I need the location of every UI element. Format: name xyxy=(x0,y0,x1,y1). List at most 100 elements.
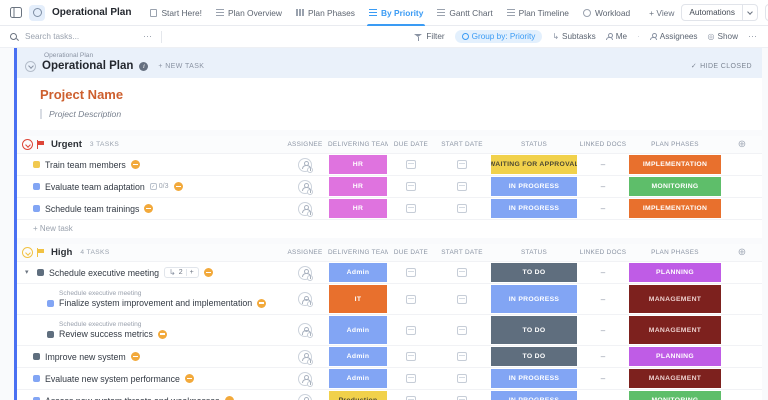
info-icon[interactable]: i xyxy=(139,61,149,71)
plan-phase-tag[interactable]: IMPLEMENTATION xyxy=(628,154,722,175)
tab-plan-timeline[interactable]: Plan Timeline xyxy=(500,0,576,26)
due-date-icon[interactable] xyxy=(406,294,416,304)
subtasks-button[interactable]: Subtasks xyxy=(552,32,596,41)
task-name[interactable]: Train team members xyxy=(45,159,126,170)
assignee-empty-icon[interactable] xyxy=(298,201,313,217)
linked-docs-cell[interactable]: – xyxy=(601,396,605,400)
task-name[interactable]: Review success metrics xyxy=(59,329,153,339)
status-square[interactable] xyxy=(33,161,40,168)
subtask-row[interactable]: Schedule executive meeting Review succes… xyxy=(17,314,762,345)
minus-circle-icon[interactable] xyxy=(144,204,154,213)
delivering-team-tag[interactable]: HR xyxy=(328,176,388,197)
status-tag[interactable]: IN PROGRESS xyxy=(490,390,578,400)
start-date-icon[interactable] xyxy=(457,352,467,361)
plan-phase-tag[interactable]: MANAGEMENT xyxy=(628,315,722,345)
share-button[interactable]: Share xyxy=(764,4,768,21)
due-date-icon[interactable] xyxy=(406,204,416,213)
search-more-icon[interactable]: ⋯ xyxy=(143,31,153,41)
tab-plan-overview[interactable]: Plan Overview xyxy=(209,0,289,26)
collapse-list-icon[interactable] xyxy=(25,60,36,72)
delivering-team-tag[interactable]: Admin xyxy=(328,262,388,283)
assignee-empty-icon[interactable] xyxy=(298,323,313,338)
status-tag[interactable]: IN PROGRESS xyxy=(490,284,578,314)
minus-circle-icon[interactable] xyxy=(130,352,140,361)
task-name[interactable]: Finalize system improvement and implemen… xyxy=(59,298,253,308)
status-square[interactable] xyxy=(33,353,40,360)
task-name[interactable]: Assess new system threats and weaknesses xyxy=(45,396,220,400)
task-name[interactable]: Evaluate team adaptation xyxy=(45,181,145,192)
assignee-empty-icon[interactable] xyxy=(298,349,313,365)
checklist-badge[interactable]: 0/3 xyxy=(149,183,169,190)
task-row[interactable]: Assess new system threats and weaknesses… xyxy=(17,389,762,400)
due-date-icon[interactable] xyxy=(406,325,416,335)
assignee-empty-icon[interactable] xyxy=(298,179,313,195)
minus-circle-icon[interactable] xyxy=(203,268,213,277)
plan-phase-tag[interactable]: MANAGEMENT xyxy=(628,368,722,389)
linked-docs-cell[interactable]: – xyxy=(600,352,606,361)
subtask-count-badge[interactable]: 2 + xyxy=(164,267,199,278)
task-row[interactable]: Schedule team trainings HR IN PROGRESS –… xyxy=(17,197,762,219)
task-name[interactable]: Improve new system xyxy=(45,351,126,362)
minus-circle-icon[interactable] xyxy=(157,329,167,339)
toolbar-more-icon[interactable]: ⋯ xyxy=(748,31,758,41)
delivering-team-tag[interactable]: IT xyxy=(328,284,388,314)
automations-button[interactable]: Automations xyxy=(681,4,758,21)
minus-circle-icon[interactable] xyxy=(130,160,140,169)
assignee-empty-icon[interactable] xyxy=(298,393,312,400)
due-date-icon[interactable] xyxy=(406,268,416,277)
task-row[interactable]: Improve new system Admin TO DO – PLANNIN… xyxy=(17,345,762,367)
hide-closed-toggle[interactable]: HIDE CLOSED xyxy=(691,62,752,70)
plan-phase-tag[interactable]: MONITORING xyxy=(628,176,722,197)
status-tag[interactable]: TO DO xyxy=(490,315,578,345)
status-tag[interactable]: WAITING FOR APPROVAL xyxy=(490,154,578,175)
task-row[interactable]: Train team members HR WAITING FOR APPROV… xyxy=(17,153,762,175)
assignee-empty-icon[interactable] xyxy=(298,371,313,387)
status-square[interactable] xyxy=(33,205,40,212)
minus-circle-icon[interactable] xyxy=(257,298,267,308)
add-column-icon[interactable] xyxy=(722,140,762,150)
task-row[interactable]: Schedule executive meeting 2 + Admin TO … xyxy=(17,261,762,283)
breadcrumb[interactable]: Operational Plan xyxy=(44,52,94,59)
parent-task-breadcrumb[interactable]: Schedule executive meeting xyxy=(59,290,142,297)
add-view-button[interactable]: + View xyxy=(649,7,675,18)
linked-docs-cell[interactable]: – xyxy=(600,325,606,335)
status-square[interactable] xyxy=(33,397,40,400)
delivering-team-tag[interactable]: HR xyxy=(328,198,388,219)
start-date-icon[interactable] xyxy=(457,325,467,335)
delivering-team-tag[interactable]: Admin xyxy=(328,368,388,389)
due-date-icon[interactable] xyxy=(406,352,416,361)
tab-plan-phases[interactable]: Plan Phases xyxy=(289,0,362,26)
status-tag[interactable]: IN PROGRESS xyxy=(490,176,578,197)
assignee-empty-icon[interactable] xyxy=(298,157,313,173)
expand-caret-icon[interactable] xyxy=(25,269,32,276)
task-name[interactable]: Evaluate new system performance xyxy=(45,373,180,384)
automations-label[interactable]: Automations xyxy=(689,8,735,17)
due-date-icon[interactable] xyxy=(406,160,416,169)
subtask-row[interactable]: Schedule executive meeting Finalize syst… xyxy=(17,283,762,314)
minus-circle-icon[interactable] xyxy=(184,374,194,383)
search-input[interactable] xyxy=(25,32,135,41)
minus-circle-icon[interactable] xyxy=(224,396,234,400)
start-date-icon[interactable] xyxy=(457,268,467,277)
automations-dropdown[interactable] xyxy=(741,5,757,20)
project-description[interactable]: Project Description xyxy=(40,109,752,119)
parent-task-breadcrumb[interactable]: Schedule executive meeting xyxy=(59,321,142,328)
linked-docs-cell[interactable]: – xyxy=(600,160,606,169)
assignee-empty-icon[interactable] xyxy=(298,292,313,307)
add-subtask-button[interactable]: + xyxy=(189,269,194,276)
tab-workload[interactable]: Workload xyxy=(576,0,637,26)
start-date-icon[interactable] xyxy=(457,204,467,213)
linked-docs-cell[interactable]: – xyxy=(600,374,606,383)
tab-gantt-chart[interactable]: Gantt Chart xyxy=(430,0,499,26)
start-date-icon[interactable] xyxy=(457,182,467,191)
due-date-icon[interactable] xyxy=(406,374,416,383)
status-tag[interactable]: IN PROGRESS xyxy=(490,198,578,219)
collapse-group-icon[interactable] xyxy=(22,247,33,258)
minus-circle-icon[interactable] xyxy=(173,182,183,191)
plan-phase-tag[interactable]: MANAGEMENT xyxy=(628,284,722,314)
start-date-icon[interactable] xyxy=(457,396,467,400)
linked-docs-cell[interactable]: – xyxy=(600,204,606,213)
linked-docs-cell[interactable]: – xyxy=(600,268,606,277)
add-column-icon[interactable] xyxy=(722,248,762,258)
status-tag[interactable]: TO DO xyxy=(490,346,578,367)
